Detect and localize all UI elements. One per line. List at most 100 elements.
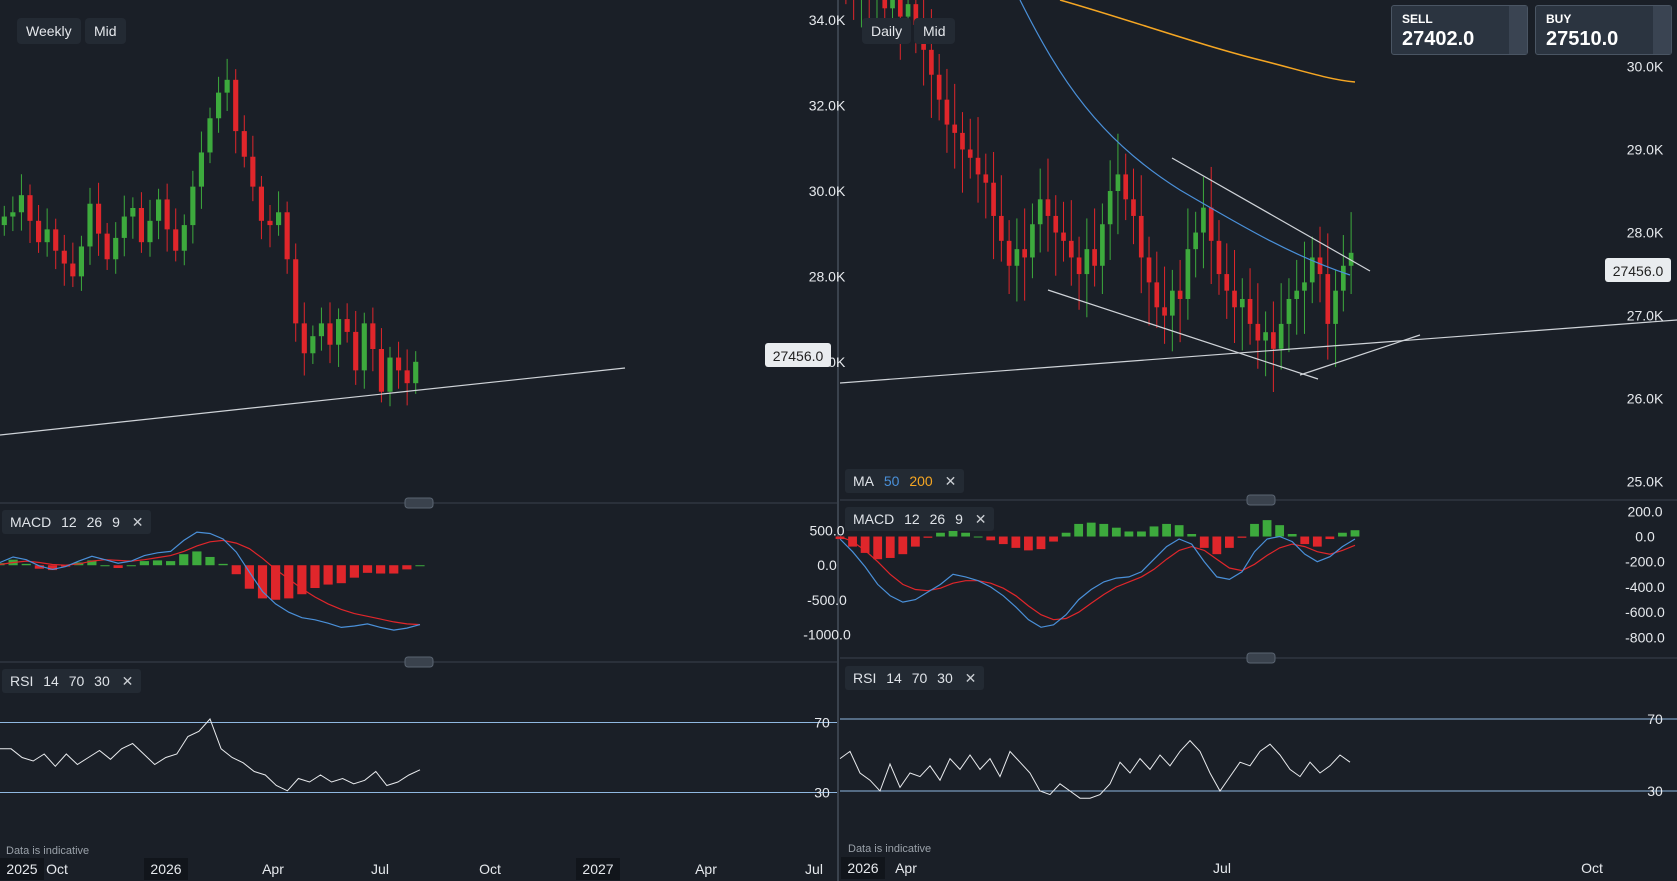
daily-macd-hist-bar — [835, 536, 845, 540]
right-x-tick: Jul — [1213, 860, 1231, 876]
daily-macd-hist-bar — [961, 532, 971, 537]
right-price-type-button[interactable]: Mid — [914, 18, 955, 44]
weekly-macd-hist-bar — [166, 561, 176, 566]
daily-candle — [1302, 282, 1307, 291]
weekly-candle — [293, 259, 299, 324]
macd-name: MACD — [10, 514, 52, 530]
weekly-rsi-tick: 70 — [814, 715, 830, 731]
weekly-macd-hist-bar — [61, 565, 71, 567]
close-icon[interactable]: ✕ — [964, 670, 977, 686]
weekly-candle — [156, 199, 162, 221]
daily-macd-hist-bar — [1212, 536, 1222, 555]
close-icon[interactable]: ✕ — [974, 511, 987, 527]
daily-rsi-line — [839, 739, 1351, 799]
daily-rsi-tick: 70 — [1647, 711, 1663, 727]
daily-candle — [975, 157, 981, 175]
right-macd-label[interactable]: MACD 12 26 9 ✕ — [845, 507, 995, 531]
daily-macd-hist-bar — [898, 536, 908, 555]
right-timeframe-button[interactable]: Daily — [862, 18, 912, 44]
daily-candle — [1092, 249, 1097, 266]
daily-macd-hist-bar — [873, 536, 883, 560]
weekly-candle — [396, 357, 402, 371]
daily-macd-hist-bar — [1237, 536, 1247, 538]
weekly-candle — [130, 208, 136, 217]
daily-candle — [1177, 290, 1183, 299]
weekly-candle — [96, 203, 102, 234]
weekly-macd-hist-bar — [179, 554, 189, 566]
daily-candle — [1030, 224, 1035, 258]
weekly-candle — [113, 237, 119, 260]
daily-candle — [952, 124, 958, 133]
weekly-candle — [258, 186, 264, 221]
right-price-tick: 28.0K — [1627, 225, 1664, 241]
daily-macd-hist-bar — [1074, 523, 1084, 537]
left-macd-label[interactable]: MACD 12 26 9 ✕ — [2, 510, 152, 534]
daily-candle — [1348, 252, 1354, 266]
daily-candle — [1185, 249, 1191, 299]
daily-macd-hist-bar — [1262, 520, 1272, 537]
right-ma-label[interactable]: MA 50 200 ✕ — [845, 469, 965, 493]
weekly-macd-hist-bar — [271, 565, 281, 600]
weekly-macd-hist-bar — [126, 565, 136, 567]
macd-param: 12 — [904, 511, 920, 527]
daily-candle — [913, 4, 919, 25]
left-price-tag: 27456.0 — [765, 343, 831, 367]
left-x-tick: 2025 — [6, 861, 37, 877]
daily-candle — [999, 215, 1004, 241]
sell-stripe — [1509, 6, 1527, 54]
weekly-candle — [216, 92, 222, 119]
left-x-tick: 2026 — [150, 861, 181, 877]
daily-macd-tick: -200.0 — [1625, 554, 1665, 570]
left-disclaimer: Data is indicative — [6, 845, 90, 857]
weekly-macd-hist-bar — [362, 565, 373, 573]
daily-macd-hist-bar — [860, 536, 870, 553]
weekly-macd-hist-bar — [231, 565, 241, 575]
weekly-macd-signal-line — [0, 539, 421, 626]
weekly-candle — [44, 229, 50, 243]
daily-candle — [967, 149, 973, 158]
right-rsi-label[interactable]: RSI 14 70 30 ✕ — [845, 666, 985, 690]
daily-macd-hist-bar — [910, 536, 920, 547]
weekly-macd-hist-bar — [297, 565, 307, 595]
daily-macd-tick: 0.0 — [1635, 529, 1655, 545]
daily-macd-hist-bar — [1338, 532, 1347, 537]
daily-candle — [1232, 290, 1237, 308]
weekly-macd-hist-bar — [152, 560, 163, 566]
sell-button[interactable]: SELL 27402.0 — [1391, 5, 1528, 55]
weekly-macd-hist-bar — [192, 551, 202, 566]
weekly-candle — [190, 186, 196, 226]
daily-macd-hist-bar — [1224, 536, 1234, 548]
weekly-candle — [27, 195, 33, 221]
weekly-macd-tick: -1000.0 — [803, 626, 851, 642]
close-icon[interactable]: ✕ — [944, 473, 957, 489]
close-icon[interactable]: ✕ — [121, 673, 134, 689]
buy-stripe — [1653, 6, 1671, 54]
left-timeframe-button[interactable]: Weekly — [17, 18, 81, 44]
left-rsi-label[interactable]: RSI 14 70 30 ✕ — [2, 669, 142, 693]
close-icon[interactable]: ✕ — [131, 514, 144, 530]
daily-macd-hist-bar — [936, 532, 945, 537]
daily-candle — [1294, 290, 1300, 299]
rsi-param: 14 — [886, 670, 902, 686]
weekly-rsi-tick: 30 — [814, 785, 830, 801]
daily-candle — [1201, 207, 1206, 233]
daily-candle — [1100, 224, 1105, 266]
daily-macd-hist-bar — [1011, 536, 1021, 548]
left-price-tick: 28.0K — [809, 268, 846, 284]
right-price-tick: 27.0K — [1627, 308, 1664, 324]
daily-macd-hist-bar — [1111, 527, 1121, 537]
daily-macd-hist-bar — [1162, 523, 1171, 537]
daily-support-line — [1299, 334, 1421, 376]
buy-button[interactable]: BUY 27510.0 — [1535, 5, 1672, 55]
daily-candle — [1271, 332, 1276, 349]
weekly-candle — [378, 349, 384, 392]
left-price-type-button[interactable]: Mid — [85, 18, 126, 44]
daily-candle — [1115, 174, 1121, 192]
daily-macd-tick: -400.0 — [1625, 579, 1665, 595]
weekly-candle — [336, 319, 342, 345]
daily-candle — [1263, 332, 1268, 341]
daily-candle — [1224, 274, 1230, 291]
daily-candle — [1247, 298, 1253, 324]
left-year-bg — [576, 858, 620, 880]
